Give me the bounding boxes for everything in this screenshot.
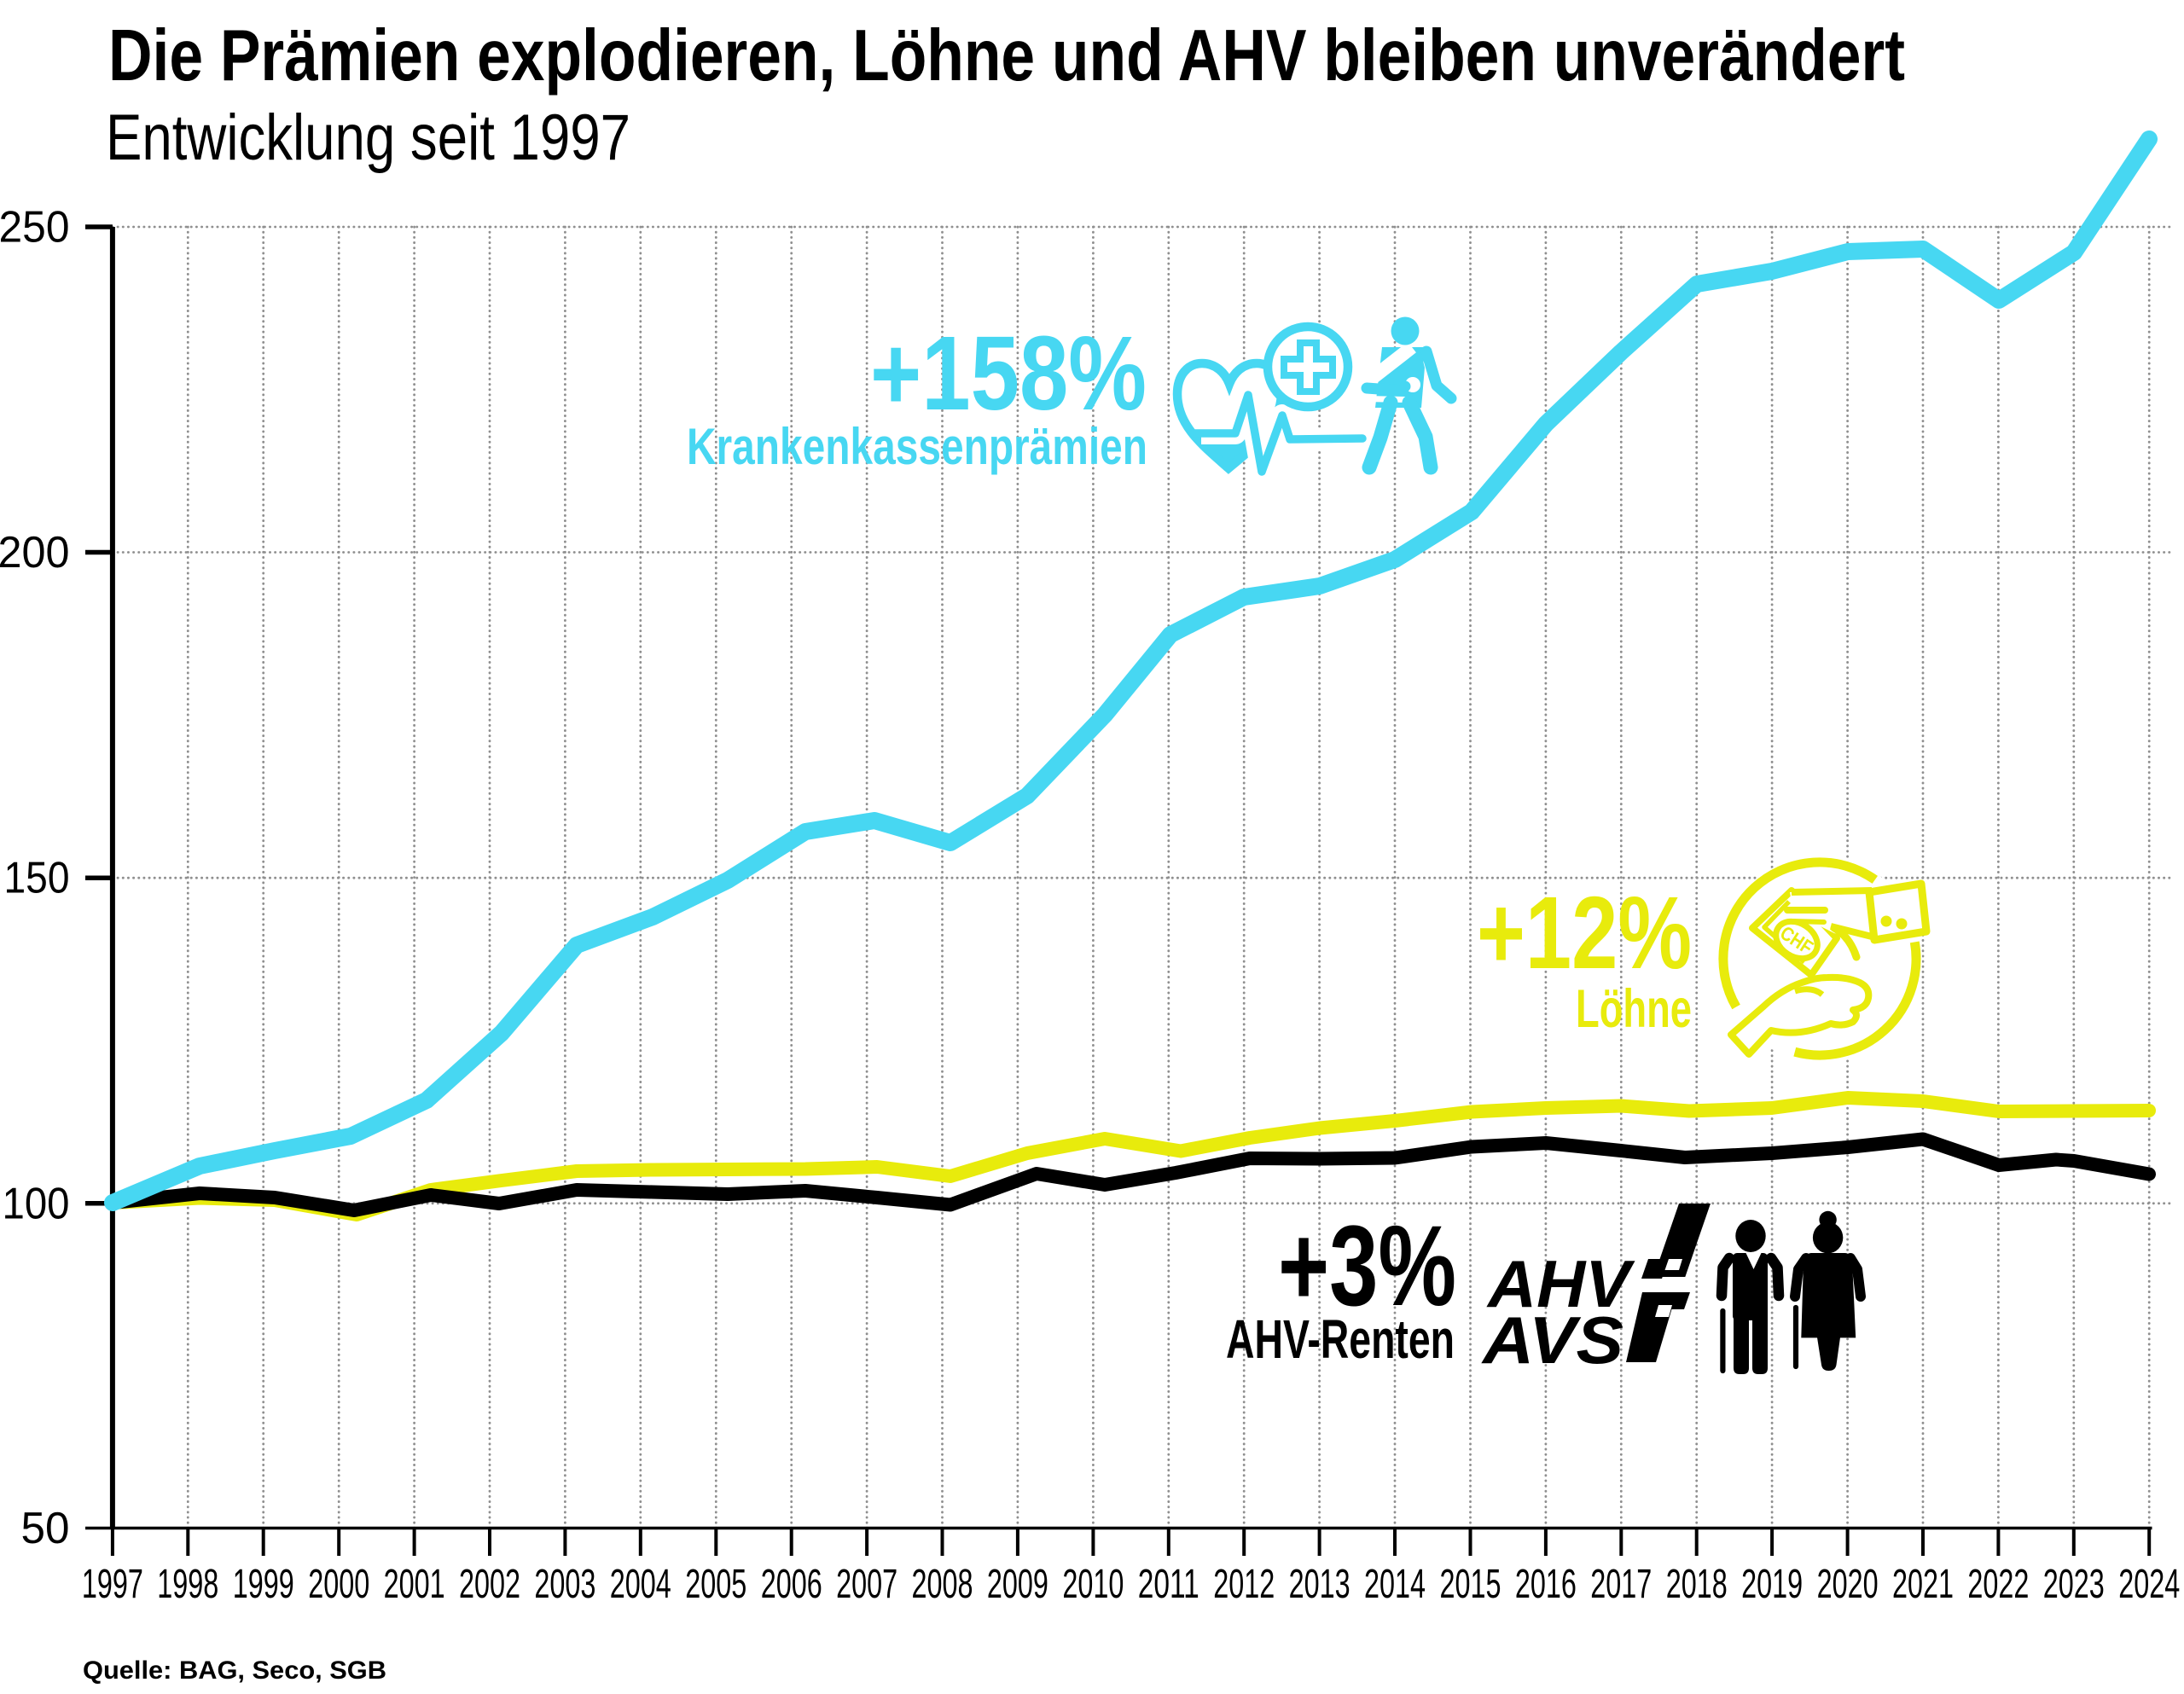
svg-text:200: 200 bbox=[0, 528, 70, 577]
svg-text:2010: 2010 bbox=[1062, 1562, 1124, 1607]
svg-text:2017: 2017 bbox=[1590, 1562, 1652, 1607]
svg-text:2016: 2016 bbox=[1515, 1562, 1577, 1607]
svg-text:100: 100 bbox=[3, 1179, 70, 1228]
svg-text:+12%: +12% bbox=[1477, 874, 1692, 990]
svg-text:+158%: +158% bbox=[870, 316, 1147, 432]
svg-text:2001: 2001 bbox=[384, 1562, 445, 1607]
svg-text:150: 150 bbox=[4, 854, 70, 903]
svg-text:Entwicklung seit 1997: Entwicklung seit 1997 bbox=[106, 102, 630, 174]
svg-text:250: 250 bbox=[0, 203, 70, 252]
svg-text:2022: 2022 bbox=[1967, 1562, 2029, 1607]
svg-text:2013: 2013 bbox=[1289, 1562, 1350, 1607]
svg-text:Löhne: Löhne bbox=[1576, 979, 1692, 1039]
svg-text:1997: 1997 bbox=[82, 1562, 143, 1607]
svg-text:2000: 2000 bbox=[308, 1562, 369, 1607]
svg-text:2021: 2021 bbox=[1892, 1562, 1954, 1607]
svg-text:2020: 2020 bbox=[1817, 1562, 1879, 1607]
svg-text:2006: 2006 bbox=[761, 1562, 822, 1607]
svg-text:2019: 2019 bbox=[1741, 1562, 1803, 1607]
svg-text:Krankenkassenprämien: Krankenkassenprämien bbox=[687, 418, 1147, 475]
svg-text:Die Prämien explodieren, Löhne: Die Prämien explodieren, Löhne und AHV b… bbox=[108, 15, 1905, 96]
svg-text:2004: 2004 bbox=[610, 1562, 671, 1607]
svg-text:2009: 2009 bbox=[987, 1562, 1048, 1607]
svg-text:2005: 2005 bbox=[685, 1562, 746, 1607]
svg-text:1999: 1999 bbox=[233, 1562, 294, 1607]
svg-text:2018: 2018 bbox=[1666, 1562, 1728, 1607]
svg-text:2014: 2014 bbox=[1364, 1562, 1426, 1607]
svg-text:2012: 2012 bbox=[1213, 1562, 1275, 1607]
svg-text:2023: 2023 bbox=[2043, 1562, 2105, 1607]
svg-text:Quelle: BAG, Seco, SGB: Quelle: BAG, Seco, SGB bbox=[83, 1656, 386, 1685]
svg-text:2002: 2002 bbox=[459, 1562, 520, 1607]
svg-text:2007: 2007 bbox=[836, 1562, 897, 1607]
svg-text:2024: 2024 bbox=[2118, 1562, 2180, 1607]
svg-text:2011: 2011 bbox=[1138, 1562, 1199, 1607]
svg-text:2003: 2003 bbox=[534, 1562, 595, 1607]
svg-text:AVS: AVS bbox=[1481, 1302, 1623, 1378]
svg-text:2015: 2015 bbox=[1440, 1562, 1502, 1607]
svg-text:AHV-Renten: AHV-Renten bbox=[1226, 1308, 1455, 1370]
svg-text:2008: 2008 bbox=[912, 1562, 973, 1607]
svg-text:AHV: AHV bbox=[1486, 1246, 1635, 1321]
svg-text:1998: 1998 bbox=[157, 1562, 218, 1607]
svg-text:+3%: +3% bbox=[1278, 1203, 1456, 1330]
svg-text:50: 50 bbox=[21, 1504, 70, 1553]
